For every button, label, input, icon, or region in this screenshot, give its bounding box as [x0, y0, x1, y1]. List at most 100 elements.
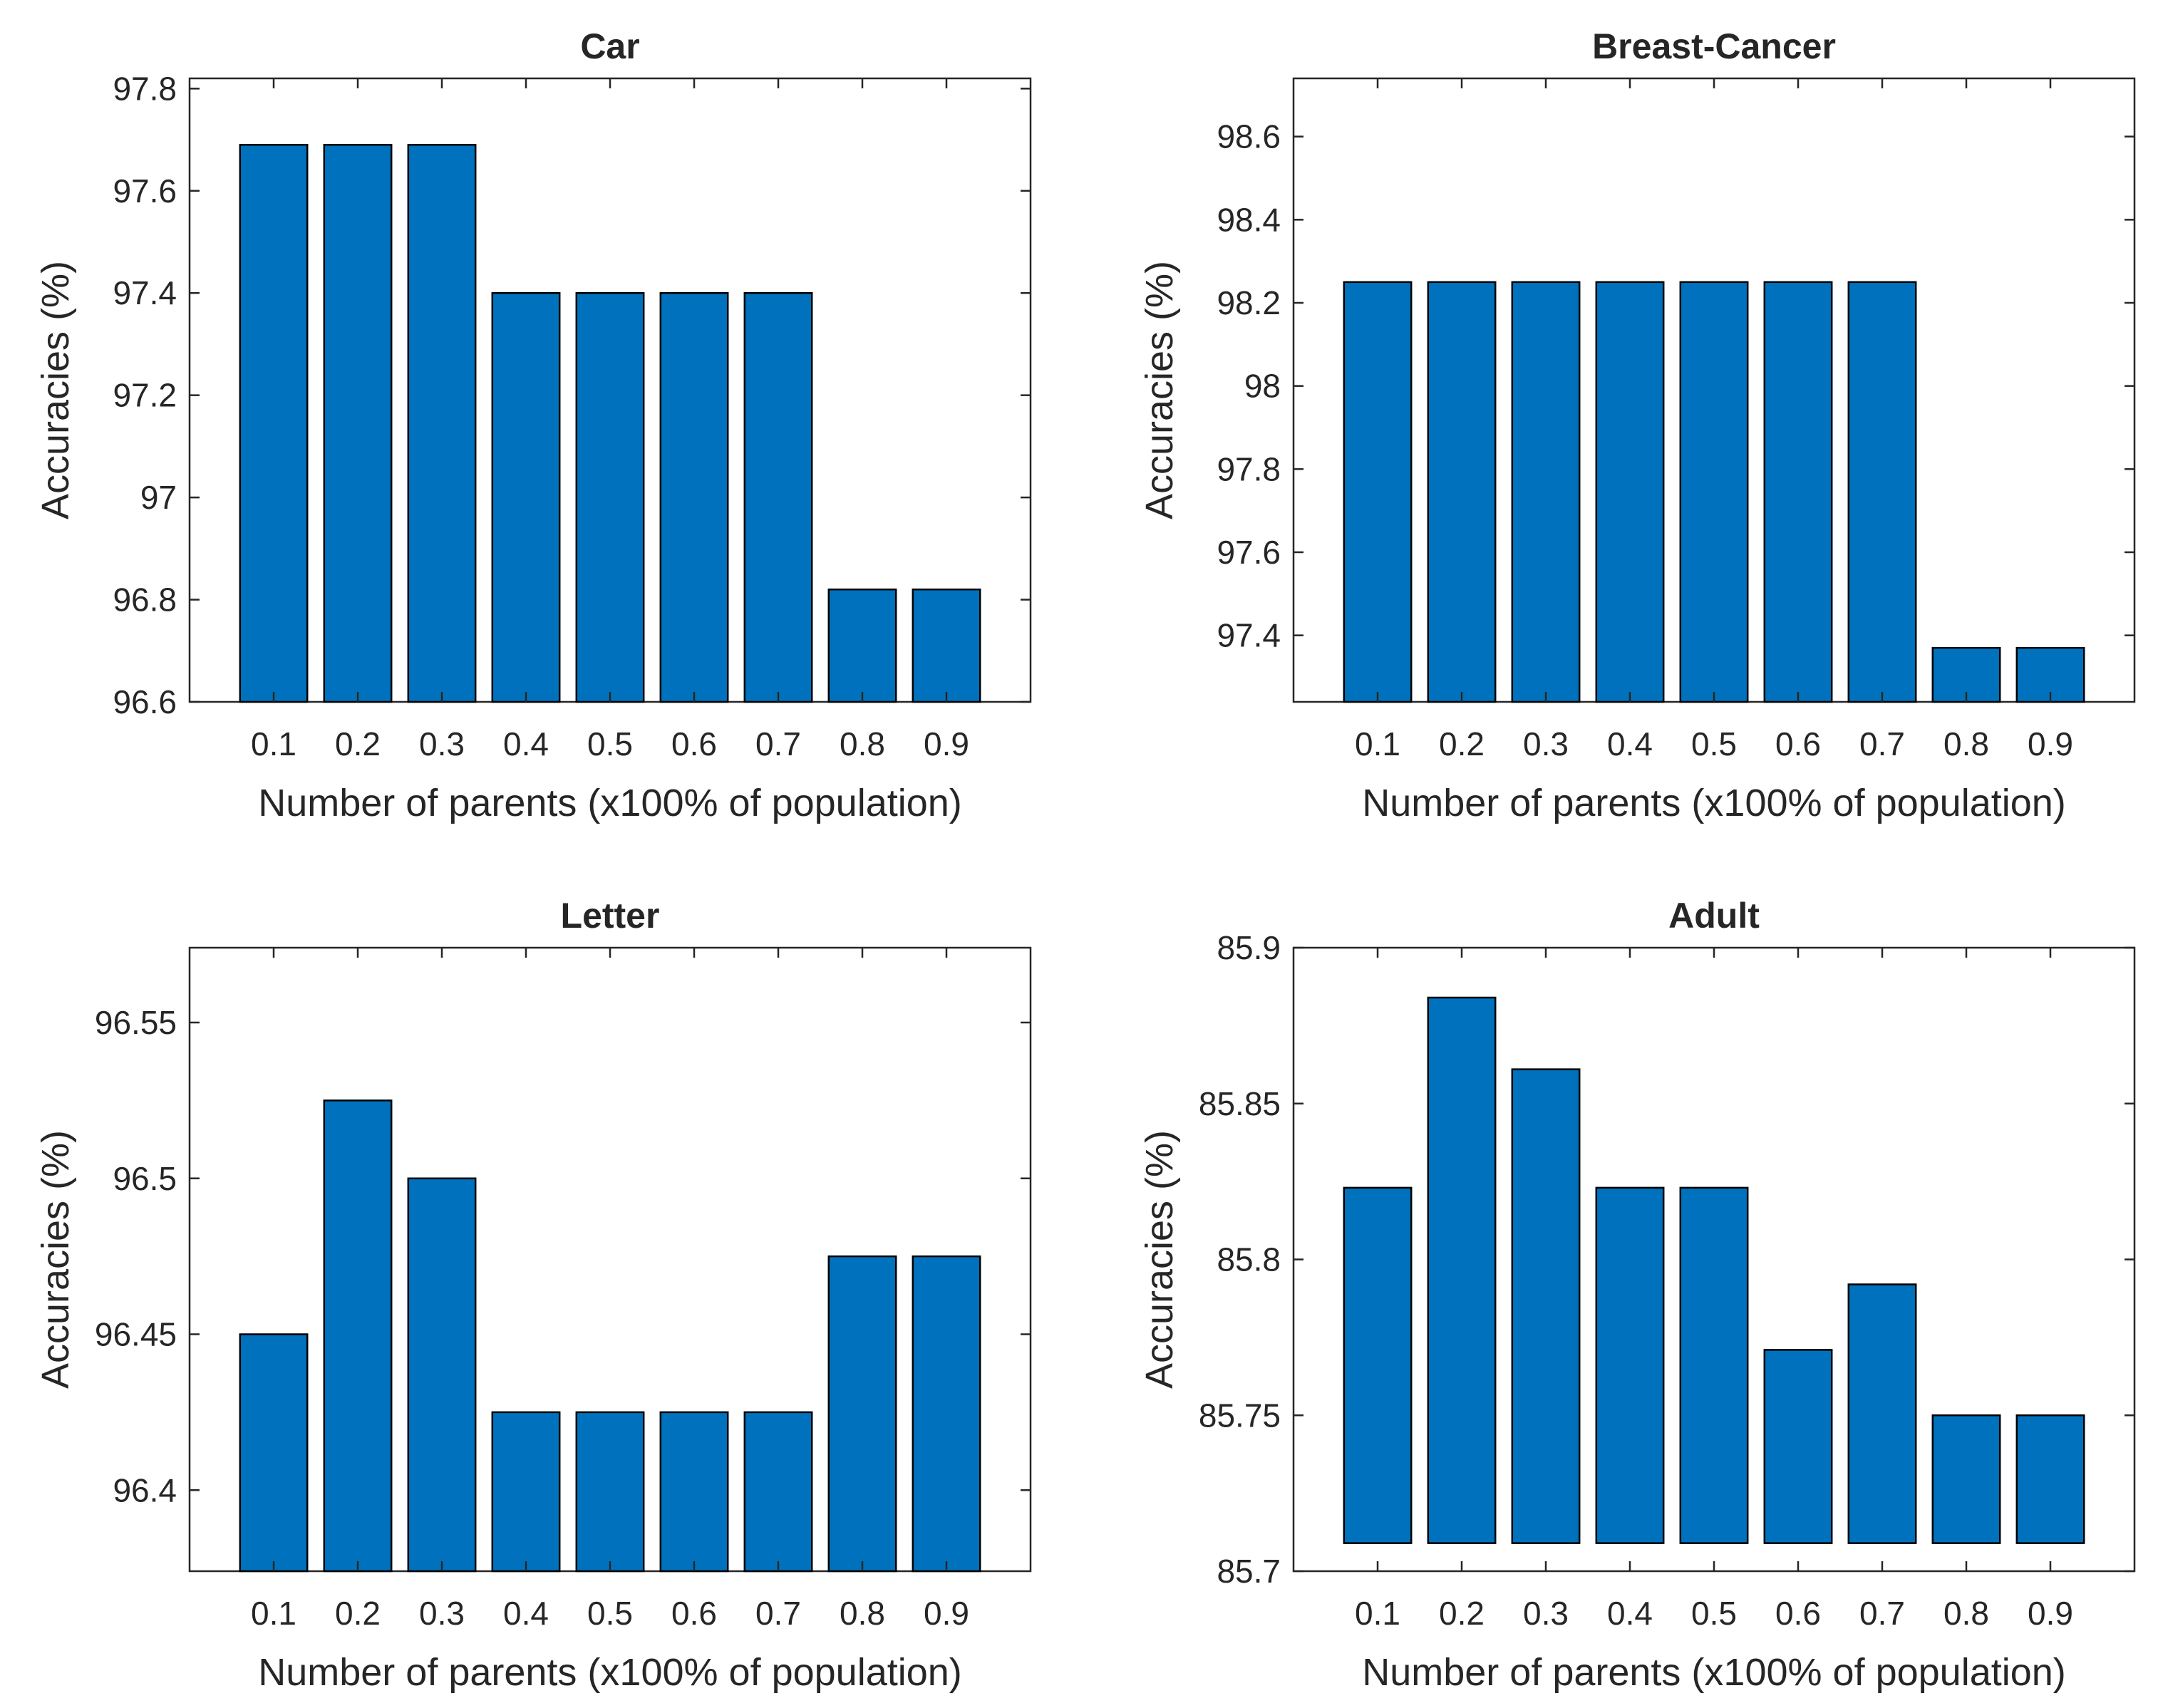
x-tick-label: 0.1: [1355, 725, 1400, 762]
bar-0.6: [659, 291, 729, 703]
x-tick-label: 0.6: [1775, 1595, 1821, 1632]
x-tick-label: 0.7: [755, 725, 801, 762]
x-tick-label: 0.4: [1607, 725, 1653, 762]
x-tick-label: 0.7: [1859, 725, 1905, 762]
y-tick-label: 96.8: [113, 581, 177, 618]
y-tick-label: 97.6: [1217, 534, 1281, 571]
x-tick-label: 0.6: [671, 725, 717, 762]
y-tick-label: 97.2: [113, 377, 177, 414]
bar-0.3: [1511, 1068, 1581, 1544]
bar-0.9: [2015, 1414, 2085, 1544]
y-tick-label: 97: [140, 479, 177, 516]
y-tick-label: 85.85: [1199, 1085, 1281, 1122]
x-tick-label: 0.5: [1691, 725, 1737, 762]
x-tick-label: 0.8: [840, 1595, 885, 1632]
chart-title: Car: [580, 26, 639, 66]
chart-title: Adult: [1668, 896, 1760, 936]
bar-0.9: [912, 588, 981, 703]
x-tick-label: 0.5: [587, 725, 633, 762]
y-tick-label: 96.55: [95, 1004, 177, 1041]
y-tick-label: 97.4: [113, 274, 177, 311]
chart-panel-3: 96.4 96.45 96.5 96.55 0.1 0.2 0.3 0.4 0.5 0.6 0.7 0…: [34, 896, 1032, 1694]
bar-0.8: [827, 588, 897, 703]
bar-0.7: [743, 1411, 813, 1573]
x-axis-label: Number of parents (x100% of population): [258, 782, 962, 824]
bar-0.4: [1595, 281, 1665, 703]
y-tick-label: 96.45: [95, 1316, 177, 1353]
chart-panel-4: 85.7 85.75 85.8 85.85 85.9 0.1 0.2 0.3 0.4 0.5 0.6…: [1138, 896, 2136, 1694]
bar-0.5: [1679, 1186, 1749, 1544]
y-axis-label: Accuracies (%): [34, 1130, 77, 1389]
y-tick-label: 98.6: [1217, 118, 1281, 155]
x-tick-label: 0.3: [419, 1595, 465, 1632]
bar-0.1: [239, 1333, 309, 1573]
x-tick-label: 0.2: [1439, 1595, 1485, 1632]
x-tick-label: 0.8: [1943, 1595, 1989, 1632]
bar-0.6: [1763, 1349, 1833, 1544]
x-tick-label: 0.1: [1355, 1595, 1400, 1632]
y-axis-label: Accuracies (%): [34, 261, 77, 519]
bar-0.3: [407, 1177, 477, 1573]
y-tick-label: 97.8: [113, 70, 177, 107]
x-tick-label: 0.9: [924, 1595, 969, 1632]
bar-0.6: [1763, 281, 1833, 703]
y-tick-label: 97.4: [1217, 617, 1281, 654]
bar-0.2: [323, 1099, 393, 1573]
x-tick-label: 0.5: [587, 1595, 633, 1632]
bar-0.7: [743, 291, 813, 703]
bar-0.2: [1427, 281, 1497, 703]
chart-title: Letter: [561, 896, 660, 936]
y-tick-label: 96.6: [113, 683, 177, 720]
bar-0.8: [1931, 1414, 2001, 1544]
y-tick-label: 85.75: [1199, 1397, 1281, 1434]
x-tick-label: 0.3: [1523, 725, 1569, 762]
bar-0.4: [491, 1411, 561, 1573]
bar-0.3: [1511, 281, 1581, 703]
x-tick-label: 0.5: [1691, 1595, 1737, 1632]
y-tick-label: 85.7: [1217, 1553, 1281, 1590]
bar-0.8: [827, 1255, 897, 1573]
x-tick-label: 0.1: [251, 725, 296, 762]
x-tick-label: 0.2: [1439, 725, 1485, 762]
y-tick-label: 98: [1244, 368, 1281, 405]
x-tick-label: 0.4: [503, 1595, 549, 1632]
x-tick-label: 0.4: [503, 725, 549, 762]
x-tick-label: 0.3: [1523, 1595, 1569, 1632]
chart-panel-2: 97.4 97.6 97.8 98 98.2 98.4 98.6 0.1 0.2 0.3 0.4 0.…: [1138, 26, 2136, 824]
bar-0.7: [1847, 1283, 1917, 1544]
x-tick-label: 0.4: [1607, 1595, 1653, 1632]
bar-0.3: [407, 143, 477, 703]
y-axis-label: Accuracies (%): [1138, 1130, 1181, 1389]
y-tick-label: 97.6: [113, 172, 177, 209]
bar-0.2: [1427, 996, 1497, 1544]
x-tick-label: 0.2: [335, 1595, 381, 1632]
y-tick-label: 97.8: [1217, 450, 1281, 487]
bar-0.9: [912, 1255, 981, 1573]
x-axis-label: Number of parents (x100% of population): [258, 1651, 962, 1694]
x-tick-label: 0.8: [840, 725, 885, 762]
bar-0.4: [491, 291, 561, 703]
bar-0.2: [323, 143, 393, 703]
x-tick-label: 0.6: [671, 1595, 717, 1632]
bar-0.6: [659, 1411, 729, 1573]
x-axis-label: Number of parents (x100% of population): [1362, 1651, 2066, 1694]
x-tick-label: 0.9: [2028, 1595, 2073, 1632]
x-tick-label: 0.7: [755, 1595, 801, 1632]
x-tick-label: 0.6: [1775, 725, 1821, 762]
bar-0.5: [1679, 281, 1749, 703]
y-tick-label: 96.5: [113, 1160, 177, 1197]
bar-0.5: [575, 291, 645, 703]
x-tick-label: 0.1: [251, 1595, 296, 1632]
chart-title: Breast-Cancer: [1592, 26, 1836, 66]
y-axis-label: Accuracies (%): [1138, 261, 1181, 519]
bar-0.1: [1343, 281, 1413, 703]
x-tick-label: 0.2: [335, 725, 381, 762]
bar-0.1: [1343, 1186, 1413, 1544]
y-tick-label: 98.4: [1217, 201, 1281, 238]
bar-0.1: [239, 143, 309, 703]
x-tick-label: 0.9: [2028, 725, 2073, 762]
x-tick-label: 0.7: [1859, 1595, 1905, 1632]
chart-panel-1: 96.6 96.8 97 97.2 97.4 97.6 97.8 0.1 0.2 0.3 0.4 0.…: [34, 26, 1032, 824]
bar-0.7: [1847, 281, 1917, 703]
